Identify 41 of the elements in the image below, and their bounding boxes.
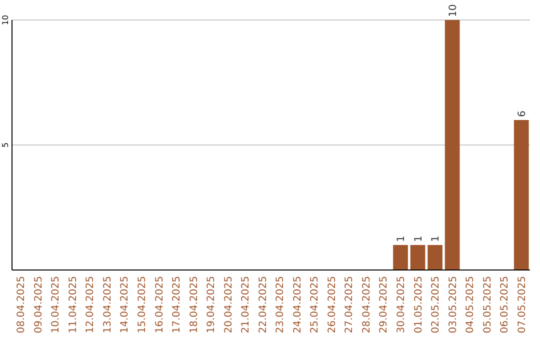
x-tick-label: 11.04.2025: [68, 276, 79, 334]
x-tick-label: 09.04.2025: [33, 276, 44, 334]
x-tick-label: 19.04.2025: [206, 276, 218, 334]
x-tick-label: 22.04.2025: [258, 276, 269, 334]
x-tick-label: 24.04.2025: [292, 276, 304, 334]
x-tick-label: 20.04.2025: [223, 276, 234, 334]
x-tick-label: 13.04.2025: [102, 276, 114, 334]
data-label: 1: [430, 236, 442, 242]
x-tick-label: 25.04.2025: [310, 276, 321, 334]
x-tick-label: 17.04.2025: [172, 276, 183, 334]
x-tick-label: 03.05.2025: [448, 276, 459, 334]
data-label: 1: [396, 236, 407, 242]
x-tick-label: 18.04.2025: [188, 276, 200, 334]
x-tick-label: 12.04.2025: [85, 276, 96, 334]
data-label: 1: [413, 236, 424, 242]
x-tick-label: 23.04.2025: [275, 276, 286, 334]
x-tick-label: 26.04.2025: [326, 276, 338, 334]
x-tick-label: 15.04.2025: [137, 276, 148, 334]
bar: [428, 245, 442, 270]
x-tick-label: 21.04.2025: [240, 276, 252, 334]
x-tick-label: 07.05.2025: [516, 276, 528, 334]
x-tick-label: 29.04.2025: [378, 276, 390, 334]
bar: [393, 245, 408, 270]
data-label: 10: [448, 4, 459, 17]
bar: [514, 120, 529, 270]
bar: [444, 20, 460, 270]
bar: [410, 245, 426, 270]
x-tick-label: 27.04.2025: [344, 276, 356, 334]
x-tick-label: 16.04.2025: [154, 276, 166, 334]
x-tick-label: 28.04.2025: [361, 276, 372, 334]
x-tick-label: 02.05.2025: [430, 276, 442, 334]
x-tick-label: 01.05.2025: [413, 276, 424, 334]
x-tick-label: 04.05.2025: [465, 276, 476, 334]
x-tick-label: 08.04.2025: [16, 276, 28, 334]
data-label: 6: [516, 110, 528, 117]
x-tick-label: 06.05.2025: [500, 276, 511, 334]
x-tick-label: 14.04.2025: [120, 276, 131, 334]
x-tick-label: 30.04.2025: [396, 276, 407, 334]
x-tick-label: 05.05.2025: [482, 276, 494, 334]
x-tick-label: 10.04.2025: [50, 276, 62, 334]
y-tick-label: 5: [1, 142, 10, 148]
